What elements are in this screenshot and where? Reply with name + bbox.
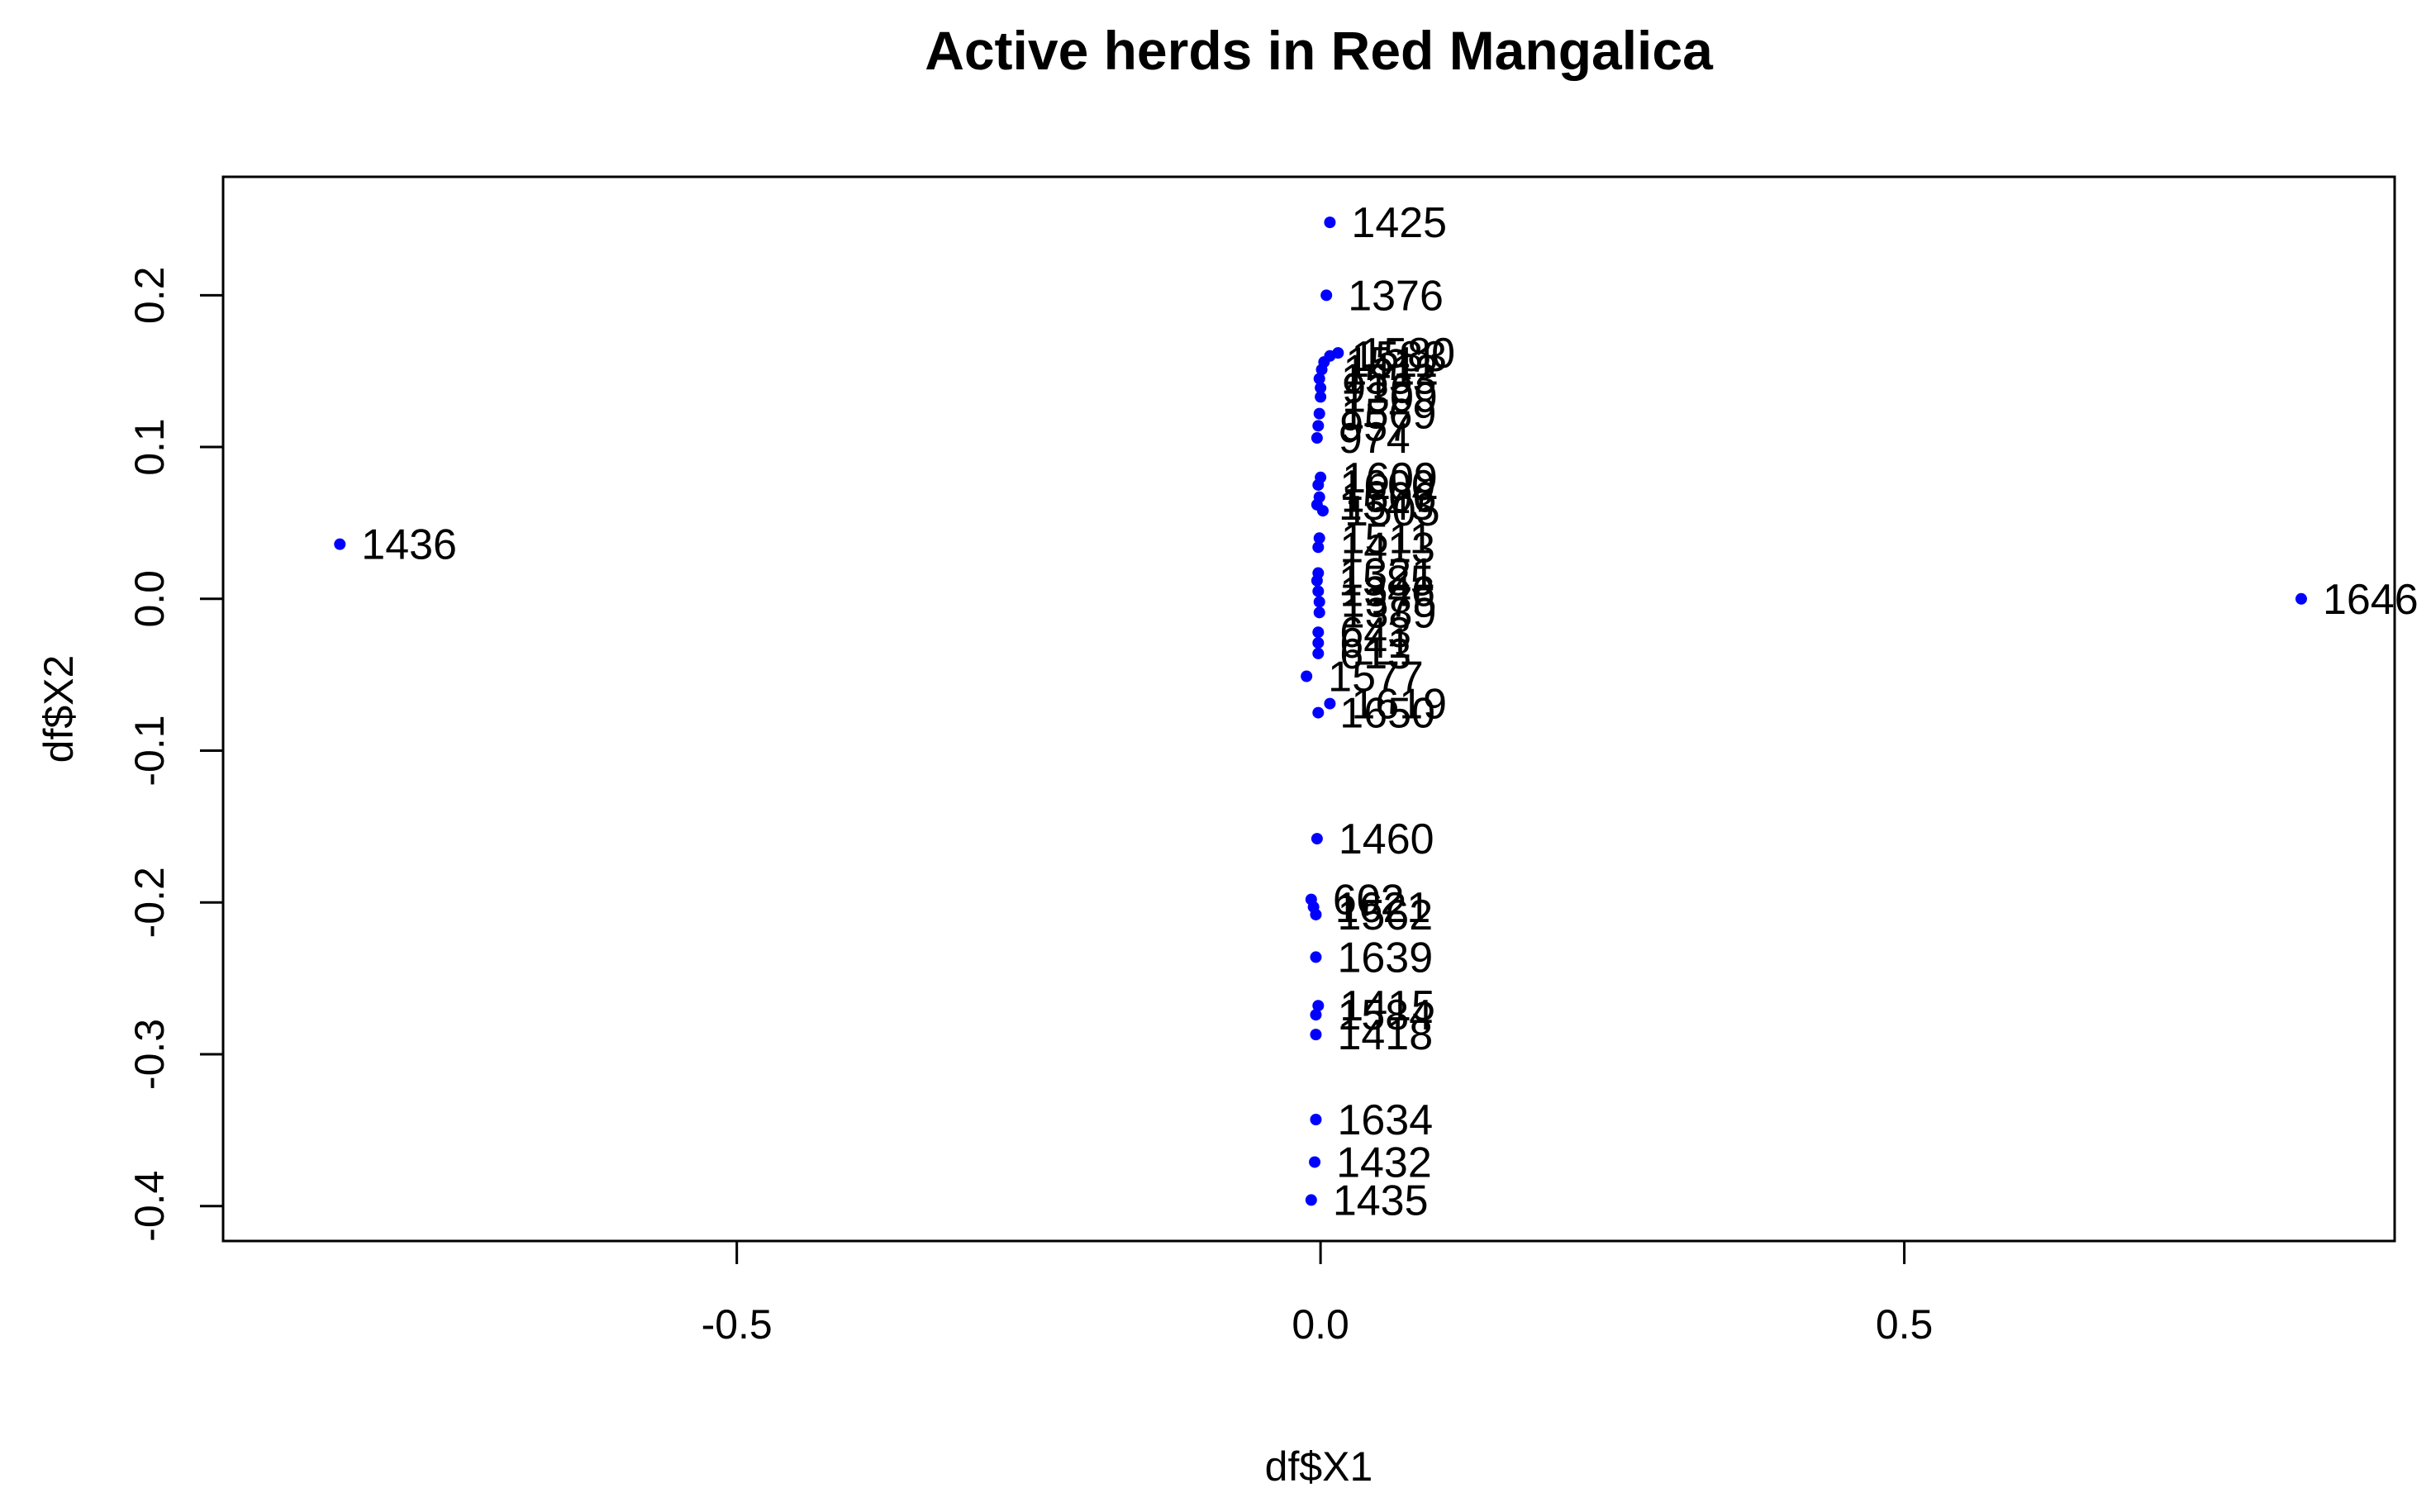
- data-point-label: 1425: [1351, 199, 1447, 247]
- x-tick-label: -0.5: [702, 1301, 773, 1348]
- data-point-label: 1650: [1339, 690, 1435, 738]
- data-point-label: 974: [1339, 415, 1411, 463]
- data-point: [1311, 432, 1323, 445]
- y-tick-label: -0.2: [126, 867, 173, 938]
- data-point-label: 1435: [1333, 1177, 1429, 1224]
- data-point: [1312, 478, 1325, 491]
- data-point: [1312, 585, 1325, 597]
- data-point-labels: 1425137615801583151114121553916130915699…: [361, 199, 2418, 1224]
- data-point: [1315, 364, 1328, 376]
- data-point-label: 1646: [2323, 576, 2419, 624]
- data-point: [1313, 532, 1325, 544]
- data-point: [1309, 1156, 1321, 1168]
- data-point: [1313, 407, 1325, 420]
- y-tick-label: 0.2: [126, 267, 173, 325]
- data-point-label: 1389: [1341, 589, 1437, 637]
- x-axis-label: df$X1: [1265, 1443, 1373, 1490]
- chart-title: Active herds in Red Mangalica: [925, 20, 1714, 81]
- data-point-label: 1584: [1337, 991, 1433, 1039]
- data-point: [1313, 373, 1325, 385]
- y-tick-label: 0.0: [126, 570, 173, 628]
- y-axis-label: df$X2: [36, 655, 82, 763]
- data-point-label: 1412: [1344, 346, 1439, 394]
- data-point-label: 1621: [1335, 884, 1431, 932]
- data-point: [1311, 833, 1323, 845]
- data-point-label: 1375: [1341, 578, 1437, 626]
- data-point-label: 1634: [1337, 1096, 1433, 1144]
- data-points: [334, 216, 2307, 1206]
- data-point-label: 1585: [1339, 558, 1434, 606]
- data-point-label: 1505: [1344, 487, 1440, 535]
- data-point-label: 1511: [1341, 515, 1434, 563]
- data-point: [1311, 574, 1323, 587]
- data-point-label: 1418: [1337, 1011, 1433, 1059]
- x-tick-label: 0.0: [1292, 1301, 1349, 1348]
- x-tick-label: 0.5: [1876, 1301, 1934, 1348]
- y-tick-label: -0.1: [126, 715, 173, 786]
- data-point: [1310, 908, 1322, 920]
- data-point: [1312, 626, 1325, 639]
- data-point: [1305, 1194, 1317, 1206]
- data-point-label: 1376: [1348, 272, 1444, 320]
- data-point: [1312, 647, 1325, 659]
- data-point-label: 1639: [1337, 934, 1433, 982]
- y-tick-label: 0.1: [126, 418, 173, 476]
- plot-frame: [221, 175, 2396, 1243]
- data-point-label: 641: [1339, 620, 1411, 668]
- data-point: [1313, 606, 1325, 619]
- data-point: [1324, 697, 1336, 710]
- data-point-label: 1436: [361, 521, 457, 569]
- data-point: [1310, 1114, 1322, 1126]
- data-point: [1315, 382, 1327, 394]
- data-point-label: 957: [1339, 402, 1411, 450]
- data-point: [1310, 1009, 1322, 1021]
- data-point: [1315, 391, 1327, 403]
- data-point-label: 1511: [1345, 339, 1438, 387]
- data-point: [1312, 1000, 1325, 1012]
- data-point-label: 1543: [1339, 482, 1434, 530]
- data-point-label: 916: [1342, 364, 1414, 412]
- data-point-label: 1577: [1328, 653, 1424, 701]
- data-point-label: 1562: [1337, 892, 1433, 939]
- y-tick-label: -0.4: [126, 1171, 173, 1242]
- data-point-label: 1309: [1342, 373, 1438, 421]
- data-point-label: 643: [1339, 609, 1411, 657]
- data-point-label: 1432: [1336, 1139, 1432, 1186]
- data-point: [1301, 670, 1313, 682]
- data-point-label: 602: [1333, 877, 1405, 925]
- data-point-label: 1580: [1359, 330, 1455, 378]
- data-point: [1312, 706, 1325, 719]
- data-point-label: 1600: [1339, 462, 1435, 510]
- data-point: [1312, 637, 1325, 649]
- data-point-label: 1413: [1339, 524, 1435, 572]
- data-point: [1320, 289, 1333, 302]
- data-point-label: 1583: [1351, 333, 1447, 381]
- data-point: [1316, 505, 1329, 517]
- y-axis: -0.4 -0.3 -0.2 -0.1 0.0 0.1 0.2: [126, 267, 223, 1242]
- data-point: [1313, 596, 1325, 608]
- data-point-label: 1569: [1341, 391, 1437, 439]
- data-point-label: 1609: [1342, 454, 1438, 502]
- data-point: [1310, 1029, 1322, 1041]
- data-point-label: 613: [1339, 630, 1411, 678]
- data-point-label: 1460: [1339, 815, 1434, 863]
- data-point-label: 1619: [1351, 681, 1447, 729]
- data-point: [1312, 541, 1325, 554]
- y-tick-label: -0.3: [126, 1019, 173, 1090]
- data-point: [1324, 216, 1336, 229]
- x-axis: -0.5 0.0 0.5: [702, 1241, 1934, 1348]
- data-point-label: 1553: [1341, 355, 1437, 403]
- data-point: [2295, 592, 2307, 605]
- data-point-label: 1346: [1339, 568, 1435, 616]
- data-point: [1312, 420, 1325, 432]
- data-point: [1310, 951, 1322, 963]
- data-point: [334, 538, 346, 550]
- data-point-label: 1506: [1341, 474, 1437, 522]
- data-point-label: 1415: [1339, 982, 1435, 1030]
- data-point-label: 1321: [1339, 550, 1435, 598]
